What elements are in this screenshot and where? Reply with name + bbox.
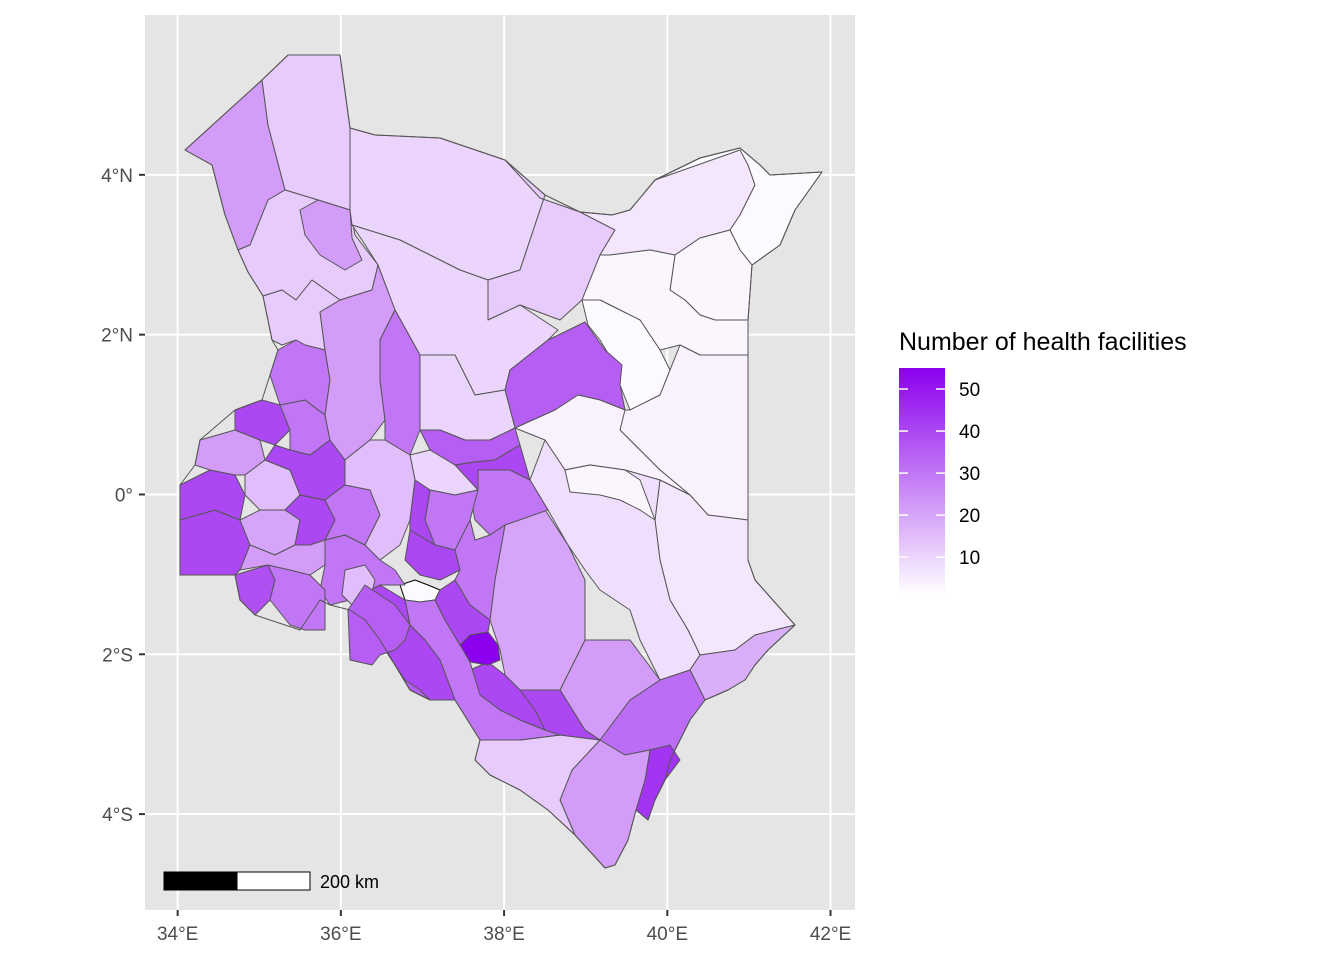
legend-tick-label-3: 40 [959, 422, 980, 443]
x-tick-label-1: 36°E [320, 924, 361, 945]
legend: Number of health facilities 10 20 30 40 50 [899, 328, 1187, 595]
y-axis-ticks: 4°N 2°N 0° 2°S 4°S [101, 166, 145, 826]
y-tick-label-1: 2°N [101, 326, 133, 347]
legend-ticks: 10 20 30 40 50 [899, 380, 980, 569]
region-meru[interactable] [454, 444, 531, 491]
legend-colorbar [899, 368, 945, 595]
y-tick-label-4: 4°S [102, 805, 133, 826]
legend-tick-label-2: 30 [959, 464, 980, 485]
legend-tick-label-4: 50 [959, 380, 980, 401]
map-regions [179, 54, 823, 869]
x-tick-label-4: 42°E [810, 924, 851, 945]
region-tana-north[interactable] [564, 464, 656, 521]
region-kangundo[interactable] [434, 579, 491, 646]
region-nyamira[interactable] [239, 539, 326, 576]
legend-title: Number of health facilities [899, 328, 1187, 356]
x-tick-label-0: 34°E [157, 924, 198, 945]
region-baringo-east[interactable] [379, 309, 421, 456]
y-tick-label-0: 4°N [101, 166, 133, 187]
region-turkana-central[interactable] [299, 199, 363, 271]
scale-bar: 200 km [163, 871, 379, 892]
x-tick-label-3: 40°E [647, 924, 688, 945]
region-loita[interactable] [347, 584, 411, 666]
x-axis-ticks: 34°E 36°E 38°E 40°E 42°E [157, 910, 851, 945]
legend-tick-label-0: 10 [959, 548, 980, 569]
x-tick-label-2: 38°E [483, 924, 524, 945]
region-muranga[interactable] [404, 529, 461, 581]
y-tick-label-2: 0° [115, 485, 133, 506]
y-tick-label-3: 2°S [102, 645, 133, 666]
region-nyandarua[interactable] [409, 479, 436, 546]
legend-tick-label-1: 20 [959, 506, 980, 527]
scale-bar-black-segment [163, 871, 238, 891]
region-trans-nzoia[interactable] [234, 399, 291, 446]
scale-bar-white-segment [236, 871, 311, 891]
region-nakuru[interactable] [344, 439, 416, 561]
scale-bar-label: 200 km [320, 872, 379, 892]
kenya-outline [179, 54, 823, 869]
